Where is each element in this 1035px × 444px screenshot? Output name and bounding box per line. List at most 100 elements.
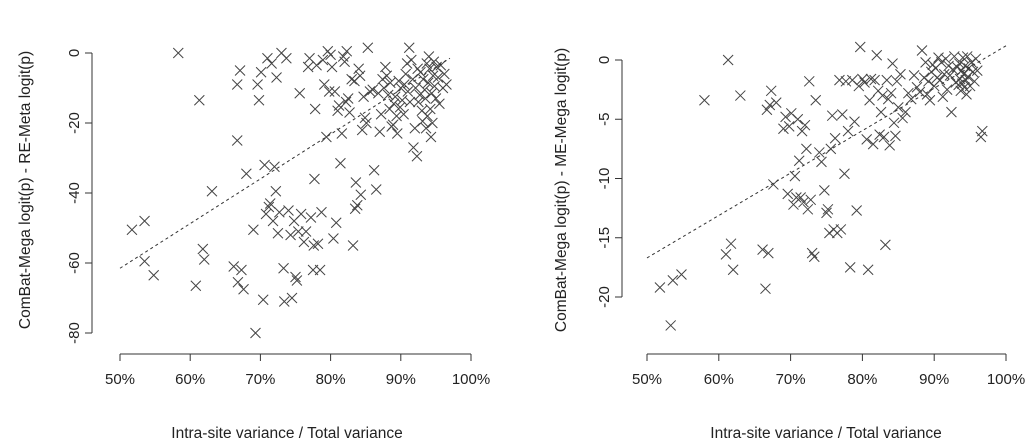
right-data-point	[825, 143, 837, 155]
right-data-point	[810, 94, 822, 106]
right-data-point	[798, 196, 809, 208]
left-data-point	[228, 261, 240, 272]
right-data-point	[923, 75, 934, 87]
left-data-point	[139, 215, 150, 227]
left-data-point	[193, 94, 205, 106]
left-data-point	[238, 283, 249, 295]
right-data-point	[757, 244, 768, 255]
left-data-point	[321, 131, 332, 143]
left-data-point	[408, 142, 419, 153]
right-data-point	[854, 41, 866, 53]
left-data-point	[255, 66, 267, 78]
right-data-point	[908, 70, 920, 81]
left-data-point	[384, 77, 396, 89]
left-data-point	[377, 73, 388, 85]
left-data-point	[434, 98, 445, 110]
left-data-point	[309, 103, 321, 115]
right-data-point	[805, 194, 817, 206]
right-data-point	[867, 138, 879, 150]
right-data-point	[970, 53, 982, 65]
left-data-point	[374, 126, 386, 138]
right-x-axis: 50% 60% 70% 80% 90% 100%	[632, 353, 1025, 388]
left-data-point	[349, 203, 361, 215]
left-data-point	[339, 56, 350, 68]
right-data-point	[960, 74, 972, 86]
left-data-point	[410, 82, 421, 94]
right-x-tick-label: 90%	[919, 371, 949, 388]
left-data-point	[252, 79, 263, 90]
right-data-point	[966, 57, 977, 68]
left-data-point	[344, 107, 355, 118]
left-data-point	[283, 205, 294, 216]
left-data-point	[425, 131, 437, 143]
right-data-point	[934, 74, 946, 86]
right-data-point	[822, 203, 834, 215]
left-data-point	[421, 58, 433, 69]
left-data-point	[356, 124, 368, 136]
right-data-point	[902, 87, 914, 99]
right-data-point	[865, 73, 877, 85]
right-data-point	[816, 156, 827, 168]
left-data-point	[405, 54, 417, 66]
right-data-point	[948, 51, 960, 62]
left-data-point	[350, 177, 362, 188]
left-data-point	[302, 61, 314, 73]
right-data-point	[722, 54, 734, 66]
left-scatter-panel: 50% 60% 70% 80% 90% 100% -80 -60 -40 -20 0 Intra-…	[17, 42, 490, 442]
right-data-point	[760, 283, 771, 295]
left-data-point	[346, 73, 358, 85]
right-data-point	[813, 147, 825, 158]
left-data-point	[308, 240, 320, 251]
right-data-point	[897, 112, 908, 124]
right-trend-line	[646, 45, 1007, 259]
right-scatter-panel: 50% 60% 70% 80% 90% 100% -20 -15 -10 -5 0 Intra-s…	[553, 41, 1025, 442]
right-data-point	[842, 125, 854, 137]
right-data-point	[877, 90, 888, 101]
right-data-point	[840, 75, 852, 87]
left-data-point	[362, 42, 374, 54]
left-data-point	[417, 73, 429, 85]
right-y-tick-label: 0	[596, 56, 613, 64]
left-x-tick-label: 50%	[105, 371, 135, 388]
left-data-point	[232, 276, 244, 288]
left-data-point	[420, 122, 432, 134]
right-data-point	[801, 143, 812, 155]
left-trend-line	[119, 57, 451, 269]
left-y-tick-label: -80	[66, 322, 83, 344]
right-data-point	[900, 106, 911, 118]
right-data-point	[667, 275, 679, 286]
left-data-point	[126, 224, 138, 236]
right-data-point	[793, 155, 805, 167]
left-data-point	[432, 72, 444, 83]
right-data-point	[795, 192, 807, 203]
right-data-point	[808, 251, 820, 263]
right-data-point	[720, 248, 732, 260]
right-data-point	[895, 68, 906, 80]
right-data-point	[911, 81, 923, 93]
right-data-point	[871, 49, 883, 61]
left-data-point	[148, 269, 160, 281]
left-data-point	[400, 68, 412, 80]
right-data-point	[882, 93, 894, 105]
left-data-point	[341, 45, 353, 57]
right-data-point	[790, 192, 802, 203]
left-data-point	[231, 79, 243, 90]
right-data-point	[878, 131, 890, 143]
right-data-point	[976, 125, 988, 137]
right-data-point	[780, 111, 791, 123]
left-data-point	[368, 164, 380, 176]
left-data-point	[424, 103, 436, 115]
left-data-point	[241, 168, 252, 180]
right-y-tick-label: -10	[596, 168, 613, 190]
right-x-tick-label: 70%	[776, 371, 806, 388]
right-data-point	[835, 224, 847, 235]
right-data-point	[725, 238, 737, 250]
right-data-point	[924, 94, 936, 106]
left-data-point	[424, 63, 435, 75]
left-data-point	[426, 87, 438, 99]
left-data-point	[269, 161, 280, 173]
left-data-point	[391, 128, 403, 139]
right-data-point	[892, 102, 904, 113]
left-data-point	[382, 89, 394, 101]
left-data-point	[325, 49, 336, 61]
